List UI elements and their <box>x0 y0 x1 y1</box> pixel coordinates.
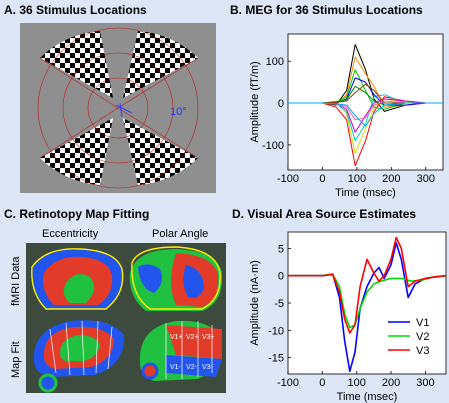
y-axis-label: Amplitude (nA·m) <box>249 260 261 346</box>
x-tick-label: 100 <box>348 173 366 185</box>
x-tick-label: 100 <box>348 377 366 389</box>
y-tick-label: 0 <box>278 98 284 110</box>
area-label-v3-minus: V3- <box>202 364 214 371</box>
y-tick-label: 0 <box>278 271 284 283</box>
series-line-v3 <box>288 236 447 334</box>
x-axis-label: Time (msec) <box>337 391 398 403</box>
legend-label-v3: V3 <box>416 345 429 357</box>
stimulus-grid-lines <box>37 27 199 189</box>
series-line-v1 <box>288 242 447 373</box>
stimulus-wedge-lower-left <box>40 118 113 185</box>
mapfit-eccentricity-map <box>33 320 125 393</box>
area-label-v2-minus: V2- <box>186 364 198 371</box>
source-estimates-chart: -100 0 100 200 300 -15 -10 -5 0 5 Time (msec) Ampli… <box>249 231 447 403</box>
x-tick-label: 0 <box>319 377 325 389</box>
legend-label-v1: V1 <box>416 317 429 329</box>
y-tick-label: 5 <box>278 243 284 255</box>
area-label-v3-plus: V3+ <box>202 334 215 341</box>
panel-a-title: A. 36 Stimulus Locations <box>4 3 147 17</box>
map-fit-label: Map Fit <box>10 341 22 378</box>
x-tick-label: 200 <box>382 377 400 389</box>
series-line-3 <box>288 98 443 154</box>
x-tick-label: -100 <box>277 173 299 185</box>
stimulus-wedge-upper-left <box>40 31 113 98</box>
meg-chart: -100 0 100 200 300 -100 0 100 Time (msec) Amplitu… <box>249 33 444 199</box>
stimulus-wedge-upper-right <box>123 31 198 98</box>
y-tick-label: -5 <box>274 298 284 310</box>
x-tick-label: 300 <box>417 173 435 185</box>
panel-c-title: C. Retinotopy Map Fitting <box>4 207 150 221</box>
mapfit-polar-angle-map <box>139 320 222 381</box>
plot-area <box>287 231 447 375</box>
fmri-data-label: fMRI Data <box>10 256 22 306</box>
legend-label-v2: V2 <box>416 331 429 343</box>
stimulus-locations-figure: 10° <box>20 23 216 193</box>
y-tick-label: 100 <box>266 56 284 68</box>
eccentricity-label: Eccentricity <box>42 228 99 240</box>
area-label-v2-plus: V2+ <box>186 334 199 341</box>
x-tick-label: 200 <box>382 173 400 185</box>
x-tick-label: -100 <box>277 377 299 389</box>
series-line-7 <box>288 98 443 133</box>
y-tick-label: -100 <box>262 140 284 152</box>
area-label-v1-plus: V1+ <box>170 334 183 341</box>
y-tick-label: -15 <box>268 353 284 365</box>
degree-label: 10° <box>170 106 187 118</box>
fixation-marker <box>115 102 133 118</box>
polar-angle-label: Polar Angle <box>152 228 209 240</box>
x-tick-label: 300 <box>416 377 434 389</box>
y-axis-label: Amplitude (fT/m) <box>249 61 261 142</box>
y-tick-label: -10 <box>268 325 284 337</box>
retinotopy-maps: V1+ V2+ V3+ V1- V2- V3- <box>26 243 226 393</box>
panel-d-title: D. Visual Area Source Estimates <box>232 207 417 221</box>
fmri-eccentricity-map <box>31 248 124 310</box>
stimulus-wedge-lower-right <box>123 118 198 185</box>
fmri-polar-angle-map <box>129 246 223 311</box>
x-tick-label: 0 <box>319 173 325 185</box>
series-line-11 <box>288 102 443 127</box>
area-label-v1-minus: V1- <box>170 364 182 371</box>
x-axis-label: Time (msec) <box>335 187 396 199</box>
panel-b-title: B. MEG for 36 Stimulus Locations <box>230 3 423 17</box>
